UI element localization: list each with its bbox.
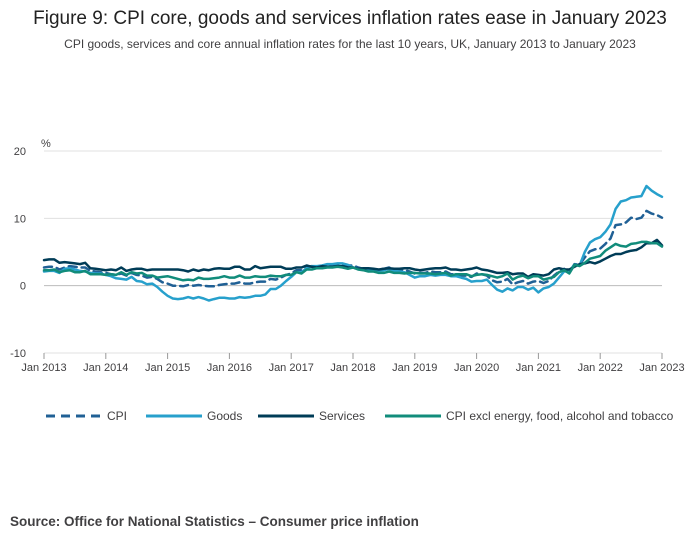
x-tick-label: Jan 2020 [454, 362, 499, 374]
x-tick-label: Jan 2013 [21, 362, 66, 374]
y-tick-label: 10 [14, 213, 26, 225]
chart-subtitle: CPI goods, services and core annual infl… [64, 37, 636, 51]
chart-title: Figure 9: CPI core, goods and services i… [33, 8, 667, 29]
x-tick-label: Jan 2021 [516, 362, 561, 374]
y-tick-label: 0 [20, 281, 26, 293]
y-tick-label: 20 [14, 146, 26, 158]
y-tick-label: -10 [10, 348, 26, 360]
series-line-goods [42, 184, 664, 302]
x-tick-label: Jan 2017 [269, 362, 314, 374]
x-tick-label: Jan 2014 [83, 362, 128, 374]
legend-label-cpi: CPI [107, 409, 127, 423]
x-tick-label: Jan 2015 [145, 362, 190, 374]
x-tick-label: Jan 2022 [578, 362, 623, 374]
x-tick-label: Jan 2019 [392, 362, 437, 374]
series-line-cpi [42, 209, 664, 288]
legend-label-core: CPI excl energy, food, alcohol and tobac… [446, 409, 674, 423]
series-line-core [42, 240, 664, 282]
legend-label-goods: Goods [207, 409, 242, 423]
x-tick-label: Jan 2023 [639, 362, 684, 374]
legend-label-services: Services [319, 409, 365, 423]
x-tick-label: Jan 2018 [330, 362, 375, 374]
source-note: Source: Office for National Statistics –… [10, 514, 419, 529]
x-tick-label: Jan 2016 [207, 362, 252, 374]
y-axis-unit: % [41, 138, 51, 150]
